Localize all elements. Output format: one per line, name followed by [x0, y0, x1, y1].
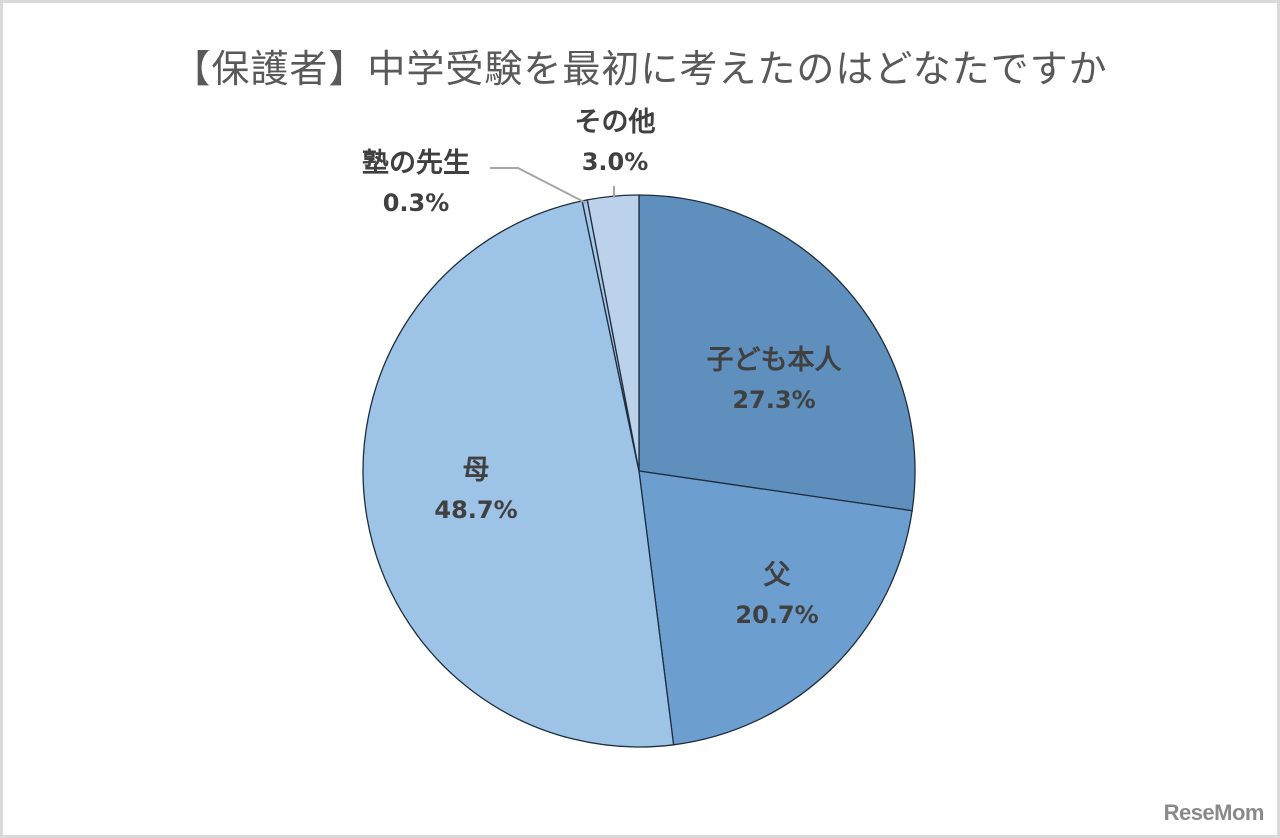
label-child-name: 子ども本人: [706, 345, 842, 376]
label-mother-name: 母: [462, 455, 490, 486]
label-other-name: その他: [574, 107, 656, 138]
label-other-pct: 3.0%: [581, 147, 649, 176]
label-juku: 塾の先生 0.3%: [362, 143, 470, 222]
leader-line-juku: [490, 167, 587, 204]
label-juku-pct: 0.3%: [382, 188, 450, 217]
label-father-name: 父: [763, 560, 791, 591]
resemom-logo: ReseMom: [1163, 800, 1265, 825]
label-child-pct: 27.3%: [732, 385, 816, 414]
label-mother: 母 48.7%: [434, 450, 517, 529]
label-juku-name: 塾の先生: [362, 148, 470, 179]
pie-slices: [362, 194, 916, 748]
label-other: その他 3.0%: [575, 102, 656, 181]
label-child: 子ども本人 27.3%: [707, 340, 842, 419]
label-mother-pct: 48.7%: [434, 495, 518, 524]
label-father: 父 20.7%: [735, 555, 818, 634]
chart-title: 【保護者】中学受験を最初に考えたのはどなたですか: [172, 47, 1108, 91]
pie-slice-child: [638, 194, 916, 512]
pie-slice-father: [638, 470, 913, 746]
pie-slice-mother: [362, 200, 675, 748]
label-father-pct: 20.7%: [735, 600, 819, 629]
